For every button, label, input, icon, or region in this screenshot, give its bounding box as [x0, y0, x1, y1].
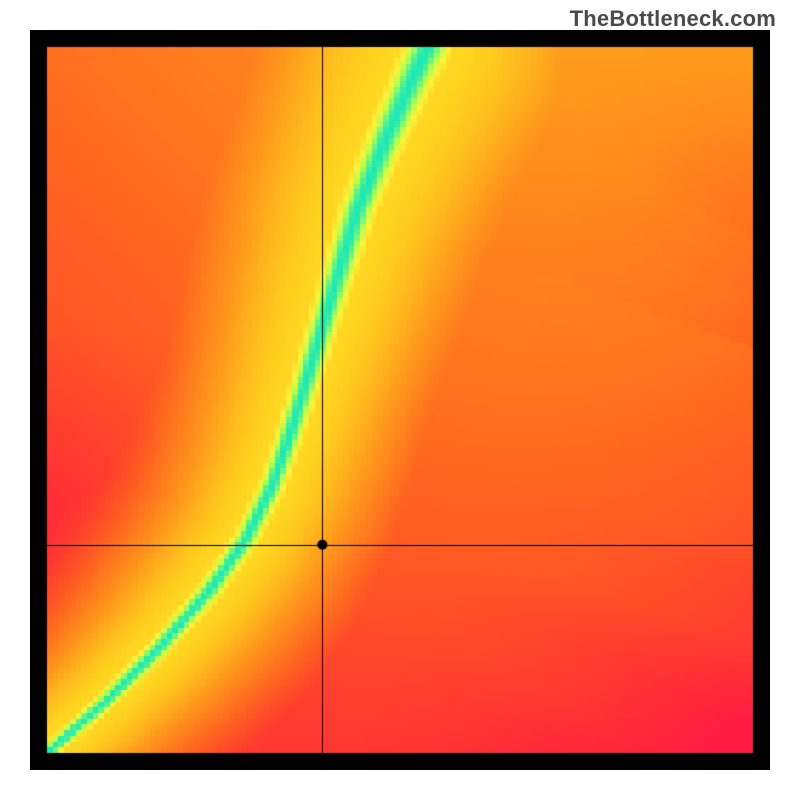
heatmap-canvas [30, 30, 770, 770]
plot-frame [30, 30, 770, 770]
watermark-text: TheBottleneck.com [570, 6, 776, 32]
figure-container: TheBottleneck.com [0, 0, 800, 800]
